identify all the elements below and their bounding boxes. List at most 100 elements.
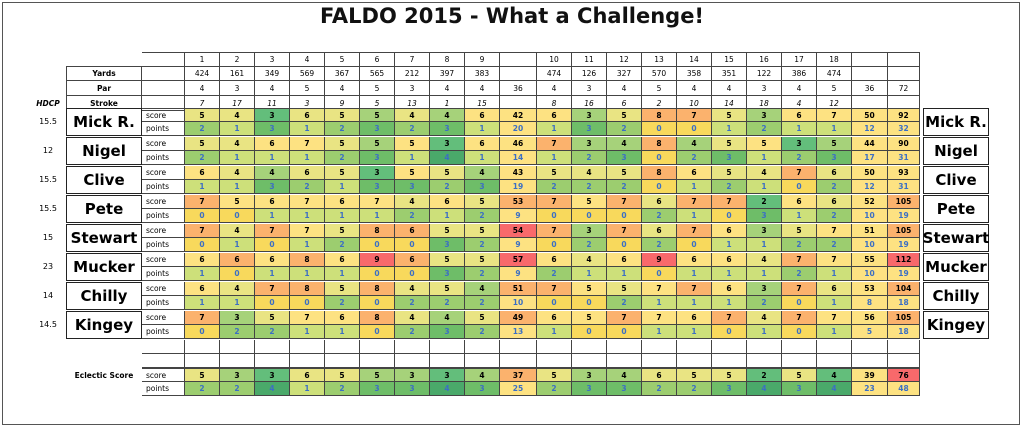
points-out: 9 [500,209,537,223]
eclectic-score-in: 39 [852,368,888,382]
hole-score: 7 [290,311,325,325]
points-in: 8 [852,296,888,310]
points-total: 19 [888,238,920,252]
hole-yards: 569 [290,66,325,81]
hole-points: 1 [220,151,255,165]
hole-score: 6 [677,166,712,180]
player-name-left: Kingey [66,311,142,339]
hole-score: 5 [572,282,607,296]
hole-yards: 367 [325,66,360,81]
hole-score: 5 [607,108,642,122]
total-header-blank [888,66,920,81]
hole-score: 6 [325,195,360,209]
hole-score: 7 [290,195,325,209]
hole-points: 3 [607,151,642,165]
spacer-cell [290,340,325,354]
hole-score: 4 [572,166,607,180]
score-out: 43 [500,166,537,180]
hole-score: 5 [220,195,255,209]
player-name-right: Nigel [923,137,989,165]
hole-yards: 327 [607,66,642,81]
spacer-cell [677,354,712,368]
spacer-cell [255,340,290,354]
eclectic-hole-points: 4 [747,382,782,396]
hole-points: 3 [395,180,430,194]
hole-points: 0 [255,238,290,252]
hole-points: 1 [290,122,325,136]
score-out: 53 [500,195,537,209]
hole-score: 6 [395,224,430,238]
hole-points: 1 [677,180,712,194]
hole-score: 4 [255,166,290,180]
hole-points: 2 [325,296,360,310]
hole-points: 1 [290,267,325,281]
player-name-left: Clive [66,166,142,194]
hole-points: 2 [747,122,782,136]
hole-yards: 126 [572,66,607,81]
points-row-label: points [142,267,185,281]
hole-score: 7 [817,253,852,267]
hole-points: 1 [677,325,712,339]
total-header-blank [500,52,537,67]
spacer-cell [290,354,325,368]
eclectic-hole-score: 3 [430,368,465,382]
hole-score: 7 [185,195,220,209]
points-row-label: points [142,209,185,223]
total-header-blank [888,52,920,67]
hole-par: 5 [290,81,325,96]
hole-score: 6 [220,253,255,267]
hole-score: 7 [290,137,325,151]
hole-number: 3 [255,52,290,67]
eclectic-hole-points: 2 [642,382,677,396]
player-handicap: 15 [42,233,54,242]
player-handicap: 15.5 [39,175,57,184]
hole-score: 4 [747,311,782,325]
eclectic-hole-score: 3 [255,368,290,382]
hole-score: 7 [185,311,220,325]
hole-yards: 122 [747,66,782,81]
hole-points: 2 [465,325,500,339]
hole-points: 3 [360,180,395,194]
hole-score: 6 [712,224,747,238]
hole-score: 7 [537,224,572,238]
hole-score: 6 [537,108,572,122]
hole-points: 0 [572,296,607,310]
hole-points: 1 [430,209,465,223]
hole-score: 7 [642,311,677,325]
hole-yards: 358 [677,66,712,81]
hole-score: 8 [290,253,325,267]
hole-score: 5 [325,137,360,151]
hole-points: 3 [255,180,290,194]
hole-score: 8 [642,137,677,151]
hole-score: 7 [677,282,712,296]
hole-score: 6 [325,311,360,325]
spacer-cell [852,354,888,368]
hole-score: 6 [607,253,642,267]
spacer-cell [888,340,920,354]
hole-points: 0 [607,238,642,252]
hole-points: 3 [747,209,782,223]
hole-points: 3 [430,122,465,136]
hole-score: 5 [465,253,500,267]
hole-points: 0 [782,325,817,339]
hole-points: 1 [712,296,747,310]
hole-points: 1 [782,122,817,136]
spacer-cell [395,340,430,354]
player-handicap: 15.5 [39,117,57,126]
score-row-label: score [142,108,185,122]
hole-score: 7 [677,108,712,122]
hole-points: 1 [255,151,290,165]
score-row-label: score [142,195,185,209]
hole-score: 7 [607,311,642,325]
hole-score: 4 [395,282,430,296]
points-out: 10 [500,296,537,310]
hole-points: 1 [677,296,712,310]
hole-points: 0 [642,122,677,136]
hole-points: 2 [430,180,465,194]
hole-points: 0 [290,296,325,310]
hole-score: 6 [537,253,572,267]
hole-points: 3 [817,151,852,165]
hole-yards: 570 [642,66,677,81]
hole-score: 5 [395,137,430,151]
hole-points: 2 [325,238,360,252]
